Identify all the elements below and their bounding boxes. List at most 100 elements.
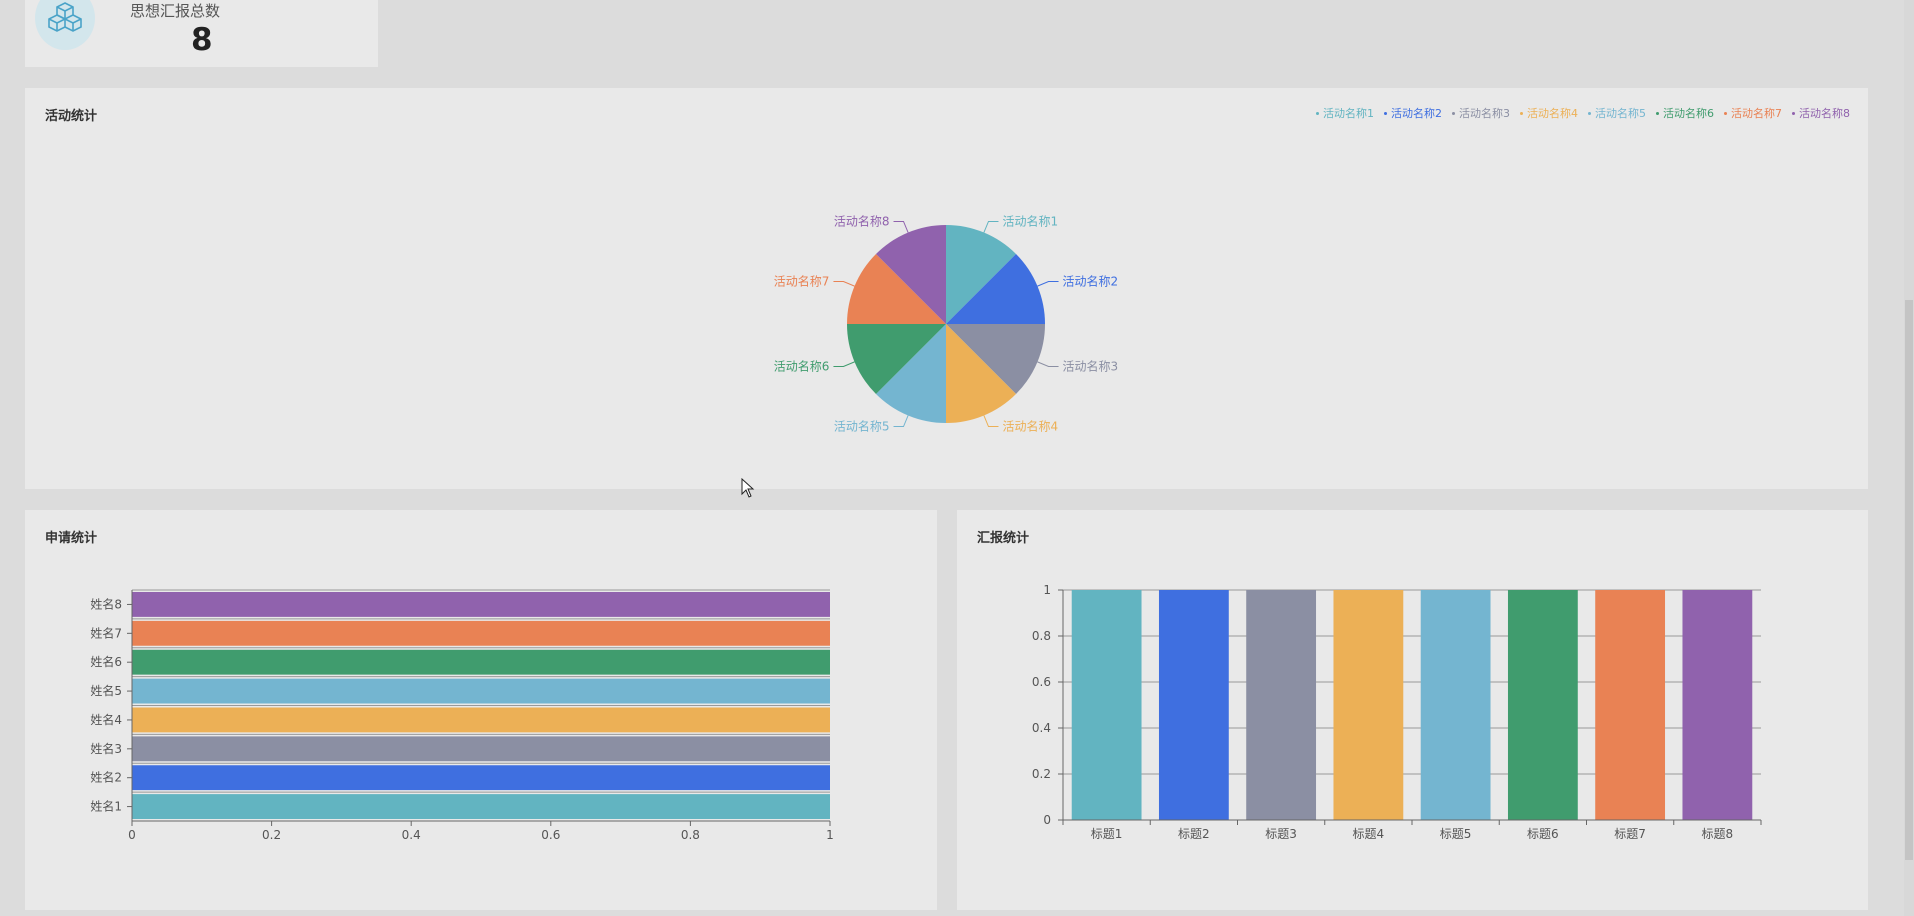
bar[interactable] — [132, 620, 830, 646]
legend-item[interactable]: 活动名称2 — [1384, 105, 1442, 121]
report-stats-title: 汇报统计 — [977, 531, 1030, 546]
x-tick-label: 标题7 — [1614, 827, 1646, 841]
bar[interactable] — [1420, 590, 1491, 820]
legend-label: 活动名称1 — [1323, 107, 1374, 120]
bar[interactable] — [132, 794, 830, 819]
x-tick-label: 标题8 — [1702, 827, 1734, 841]
pie-slice-label: 活动名称5 — [834, 419, 890, 434]
pie-legend: 活动名称1 活动名称2 活动名称3 活动名称4 活动名称5 活动名称6 活动名称7 活动名称8 — [1316, 105, 1850, 121]
report-count-label: 思想汇报总数 — [130, 2, 221, 20]
pie-slice[interactable] — [946, 324, 1045, 395]
y-tick-label: 姓名5 — [90, 683, 122, 698]
apply-stats-panel: 申请统计 姓名1 姓名2 姓名3 姓名4 姓名5 姓名6 姓名7 姓名8 0 0.2 0.4 0.6 0… — [25, 510, 937, 910]
pie-label-line — [833, 361, 855, 367]
pie-label-line — [1037, 361, 1059, 367]
bar[interactable] — [1595, 590, 1666, 820]
x-tick-label: 标题4 — [1353, 827, 1385, 841]
legend-label: 活动名称4 — [1527, 107, 1578, 120]
x-tick-label: 1 — [826, 828, 834, 842]
x-tick-label: 0.8 — [681, 828, 700, 842]
x-tick-label: 标题1 — [1091, 827, 1123, 841]
legend-item[interactable]: 活动名称6 — [1656, 105, 1714, 121]
apply-stats-title: 申请统计 — [45, 531, 98, 546]
legend-label: 活动名称3 — [1459, 107, 1510, 120]
legend-label: 活动名称8 — [1799, 107, 1850, 120]
legend-marker — [1792, 111, 1795, 115]
legend-item[interactable]: 活动名称8 — [1792, 105, 1850, 121]
pie-slice[interactable] — [946, 225, 1017, 324]
activity-stats-panel: 活动统计 活动名称1 活动名称2 活动名称3 活动名称4 活动名称5 活动名称6 活动名称7… — [25, 88, 1868, 489]
x-tick-label: 0.2 — [262, 828, 281, 842]
page-scrollbar[interactable] — [1904, 0, 1914, 916]
bar[interactable] — [1158, 590, 1229, 820]
bar[interactable] — [1333, 590, 1404, 820]
x-tick-label: 0.4 — [402, 828, 421, 842]
bar[interactable] — [1682, 590, 1753, 820]
x-tick-label: 0 — [128, 828, 136, 842]
bar[interactable] — [1246, 590, 1317, 820]
legend-label: 活动名称5 — [1595, 107, 1646, 120]
activity-pie-chart: 活动名称1 活动名称2 活动名称3 活动名称4 活动名称5 活动名称6 活动名称7 活动名称8 — [774, 213, 1119, 434]
x-tick-label: 标题2 — [1178, 827, 1210, 841]
x-tick-label: 标题3 — [1265, 827, 1297, 841]
x-tick-label: 标题6 — [1527, 827, 1559, 841]
pie-slice-label: 活动名称2 — [1063, 274, 1119, 289]
y-tick-label: 1 — [1043, 583, 1051, 597]
legend-item[interactable]: 活动名称1 — [1316, 105, 1374, 121]
y-tick-label: 姓名6 — [90, 654, 122, 669]
pie-label-line — [833, 281, 855, 287]
legend-item[interactable]: 活动名称5 — [1588, 105, 1646, 121]
pie-label-line — [1037, 281, 1059, 287]
y-tick-label: 姓名2 — [90, 770, 122, 785]
pie-slice[interactable] — [847, 253, 946, 324]
legend-item[interactable]: 活动名称4 — [1520, 105, 1578, 121]
legend-label: 活动名称2 — [1391, 107, 1442, 120]
bar[interactable] — [132, 592, 830, 617]
legend-item[interactable]: 活动名称7 — [1724, 105, 1782, 121]
legend-marker — [1520, 111, 1523, 115]
legend-label: 活动名称6 — [1663, 107, 1714, 120]
report-stats-panel: 汇报统计 0 0.2 0.4 0.6 0.8 1 标题1 标题2 标题3 标题4 标题5 标题6 标题7… — [957, 510, 1868, 910]
pie-slice-label: 活动名称3 — [1063, 358, 1119, 373]
y-tick-label: 姓名3 — [90, 741, 122, 756]
pie-slice-label: 活动名称7 — [774, 274, 830, 289]
bar[interactable] — [1071, 590, 1142, 820]
legend-marker — [1588, 111, 1591, 115]
legend-marker — [1384, 111, 1387, 115]
bar[interactable] — [132, 649, 830, 675]
mouse-cursor-icon — [741, 478, 755, 498]
pie-slice[interactable] — [875, 324, 946, 423]
y-tick-label: 姓名8 — [90, 596, 122, 611]
pie-slice-label: 活动名称6 — [774, 358, 830, 373]
pie-label-line — [893, 220, 909, 233]
report-count-value: 8 — [191, 22, 213, 58]
cubes-icon — [35, 0, 95, 50]
pie-label-line — [983, 415, 999, 428]
legend-label: 活动名称7 — [1731, 107, 1782, 120]
y-tick-label: 0 — [1043, 813, 1051, 827]
pie-slice[interactable] — [875, 225, 946, 324]
scrollbar-thumb[interactable] — [1905, 300, 1913, 860]
bar[interactable] — [132, 765, 830, 791]
bar[interactable] — [132, 678, 830, 704]
pie-slice[interactable] — [946, 324, 1017, 423]
pie-slice[interactable] — [946, 253, 1045, 324]
legend-marker — [1316, 111, 1319, 115]
activity-stats-title: 活动统计 — [45, 109, 98, 124]
bar[interactable] — [132, 736, 830, 762]
legend-item[interactable]: 活动名称3 — [1452, 105, 1510, 121]
pie-slice[interactable] — [847, 324, 946, 395]
x-tick-label: 标题5 — [1440, 827, 1472, 841]
y-tick-label: 0.2 — [1032, 767, 1051, 781]
y-tick-label: 姓名7 — [90, 625, 122, 640]
y-tick-label: 0.6 — [1032, 675, 1051, 689]
pie-label-line — [893, 415, 909, 428]
y-tick-label: 0.4 — [1032, 721, 1051, 735]
y-tick-label: 姓名1 — [90, 799, 122, 814]
legend-marker — [1656, 111, 1659, 115]
legend-marker — [1724, 111, 1727, 115]
bar[interactable] — [1507, 590, 1578, 820]
x-tick-label: 0.6 — [541, 828, 560, 842]
legend-marker — [1452, 111, 1455, 115]
bar[interactable] — [132, 707, 830, 733]
